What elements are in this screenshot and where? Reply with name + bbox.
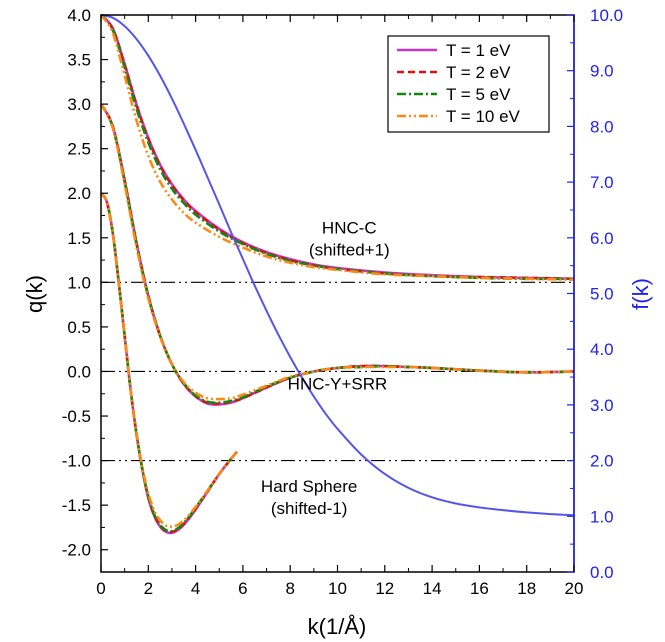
series-line	[99, 192, 238, 528]
legend: T = 1 eV T = 2 eV T = 5 eV T = 10 eV	[387, 35, 550, 133]
y-tick-label-right: 0.0	[590, 563, 614, 582]
x-tick-label: 16	[470, 579, 489, 598]
y-tick-label-left: 2.0	[67, 184, 91, 203]
y-axis-title-right: f(k)	[628, 278, 653, 310]
annotation-text: HNC-C	[322, 218, 377, 237]
annotation-text: (shifted-1)	[271, 499, 348, 518]
x-tick-label: 14	[423, 579, 442, 598]
y-tick-label-right: 6.0	[590, 229, 614, 248]
y-tick-label-left: 2.5	[67, 140, 91, 159]
y-tick-label-right: 2.0	[590, 452, 614, 471]
x-tick-label: 18	[517, 579, 536, 598]
x-tick-label: 12	[375, 579, 394, 598]
y-axis-title-left: q(k)	[22, 275, 47, 313]
series-line	[99, 192, 238, 533]
ticks-layer: 0 2 4 6 8 10 12 14 16 18 20 4.0 3.5 3.0 2.5 2.0 1.5 1.0 0.…	[62, 6, 623, 598]
x-tick-label: 6	[238, 579, 247, 598]
annotations-layer: HNC-C (shifted+1) HNC-Y+SRR Hard Sphere (shi…	[261, 218, 390, 518]
legend-entries: T = 1 eV T = 2 eV T = 5 eV T = 10 eV	[397, 41, 521, 126]
annotation-text: (shifted+1)	[309, 241, 390, 260]
y-tick-label-right: 8.0	[590, 117, 614, 136]
x-tick-label: 8	[285, 579, 294, 598]
series-line	[99, 103, 575, 401]
series-line	[99, 192, 238, 534]
legend-label: T = 10 eV	[446, 107, 521, 126]
y-tick-label-left: 3.0	[67, 95, 91, 114]
y-tick-label-right: 7.0	[590, 173, 614, 192]
annotation-text: HNC-Y+SRR	[288, 374, 388, 393]
y-tick-label-right: 3.0	[590, 396, 614, 415]
y-tick-label-left: -0.5	[62, 407, 91, 426]
y-tick-label-right: 9.0	[590, 62, 614, 81]
y-tick-label-right: 10.0	[590, 6, 623, 25]
y-tick-label-left: -2.0	[62, 541, 91, 560]
series-line	[99, 14, 575, 281]
x-tick-label: 0	[96, 579, 105, 598]
y-tick-label-right: 1.0	[590, 507, 614, 526]
x-axis-title: k(1/Å)	[308, 614, 367, 639]
series-layer	[99, 14, 575, 535]
y-tick-label-left: 1.0	[67, 273, 91, 292]
y-tick-label-left: -1.0	[62, 452, 91, 471]
x-tick-label: 4	[191, 579, 200, 598]
annotation-text: Hard Sphere	[261, 477, 357, 496]
series-line	[100, 14, 575, 517]
y-tick-label-left: 0.5	[67, 318, 91, 337]
y-tick-label-left: -1.5	[62, 496, 91, 515]
series-line	[99, 14, 575, 281]
legend-label: T = 1 eV	[446, 41, 511, 60]
y-tick-label-left: 4.0	[67, 6, 91, 25]
y-tick-label-left: 3.5	[67, 51, 91, 70]
legend-label: T = 5 eV	[446, 85, 511, 104]
y-tick-label-right: 4.0	[590, 340, 614, 359]
y-tick-label-left: 0.0	[67, 362, 91, 381]
y-tick-label-right: 5.0	[590, 285, 614, 304]
x-tick-label: 2	[144, 579, 153, 598]
x-tick-label: 20	[565, 579, 584, 598]
y-tick-label-left: 1.5	[67, 229, 91, 248]
x-tick-label: 10	[328, 579, 347, 598]
series-line	[99, 192, 238, 535]
legend-label: T = 2 eV	[446, 63, 511, 82]
